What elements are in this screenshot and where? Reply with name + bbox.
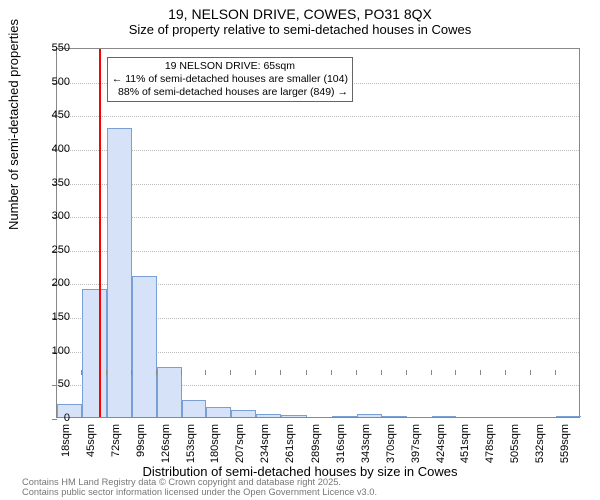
x-tickmark bbox=[356, 370, 357, 375]
x-tick-label: 99sqm bbox=[135, 424, 147, 457]
x-tick-label: 126sqm bbox=[160, 424, 172, 463]
x-tick-label: 72sqm bbox=[110, 424, 122, 457]
histogram-bar bbox=[82, 289, 107, 417]
x-tickmark bbox=[555, 370, 556, 375]
x-tickmark bbox=[81, 370, 82, 375]
x-tick-label: 370sqm bbox=[385, 424, 397, 463]
y-tick-label: 0 bbox=[30, 412, 70, 424]
x-tick-label: 289sqm bbox=[310, 424, 322, 463]
x-tickmark bbox=[530, 370, 531, 375]
gridline-h bbox=[57, 217, 579, 218]
histogram-bar bbox=[182, 400, 207, 417]
y-tick-label: 250 bbox=[30, 244, 70, 256]
gridline-h bbox=[57, 116, 579, 117]
x-tickmark bbox=[106, 370, 107, 375]
attribution-line2: Contains public sector information licen… bbox=[22, 487, 377, 498]
y-tick-label: 300 bbox=[30, 210, 70, 222]
x-tick-label: 532sqm bbox=[534, 424, 546, 463]
x-tick-label: 424sqm bbox=[435, 424, 447, 463]
x-tick-label: 180sqm bbox=[209, 424, 221, 463]
x-tick-label: 343sqm bbox=[360, 424, 372, 463]
x-tickmark bbox=[406, 370, 407, 375]
histogram-bar bbox=[206, 407, 231, 417]
x-tick-label: 397sqm bbox=[410, 424, 422, 463]
x-tick-label: 316sqm bbox=[335, 424, 347, 463]
x-tickmark bbox=[255, 370, 256, 375]
plot-area: 19 NELSON DRIVE: 65sqm← 11% of semi-deta… bbox=[56, 48, 580, 418]
y-tick-label: 200 bbox=[30, 277, 70, 289]
chart-title-line2: Size of property relative to semi-detach… bbox=[0, 22, 600, 37]
y-tick-label: 400 bbox=[30, 143, 70, 155]
histogram-bar bbox=[357, 414, 382, 417]
x-tickmark bbox=[156, 370, 157, 375]
annotation-line2: ← 11% of semi-detached houses are smalle… bbox=[112, 73, 348, 86]
histogram-bar bbox=[107, 128, 132, 417]
attribution-line1: Contains HM Land Registry data © Crown c… bbox=[22, 477, 377, 488]
x-tickmark bbox=[505, 370, 506, 375]
x-tick-label: 451sqm bbox=[459, 424, 471, 463]
y-tick-label: 350 bbox=[30, 177, 70, 189]
histogram-bar bbox=[256, 414, 281, 417]
y-axis-label: Number of semi-detached properties bbox=[6, 19, 21, 230]
reference-line bbox=[99, 49, 101, 417]
y-tick-label: 550 bbox=[30, 42, 70, 54]
y-tick-label: 100 bbox=[30, 345, 70, 357]
gridline-h bbox=[57, 150, 579, 151]
x-tickmark bbox=[280, 370, 281, 375]
y-tick-label: 150 bbox=[30, 311, 70, 323]
x-tickmark bbox=[230, 370, 231, 375]
x-tickmark bbox=[181, 370, 182, 375]
x-tickmark bbox=[331, 370, 332, 375]
chart-area: 19 NELSON DRIVE: 65sqm← 11% of semi-deta… bbox=[56, 48, 580, 418]
histogram-bar bbox=[382, 416, 407, 417]
histogram-bar bbox=[157, 367, 182, 417]
annotation-line1: 19 NELSON DRIVE: 65sqm bbox=[112, 60, 348, 73]
x-tickmark bbox=[131, 370, 132, 375]
x-tickmark bbox=[306, 370, 307, 375]
chart-title-line1: 19, NELSON DRIVE, COWES, PO31 8QX bbox=[0, 6, 600, 22]
x-tick-label: 478sqm bbox=[484, 424, 496, 463]
x-tick-label: 153sqm bbox=[185, 424, 197, 463]
attribution-block: Contains HM Land Registry data © Crown c… bbox=[22, 477, 377, 498]
gridline-h bbox=[57, 184, 579, 185]
x-tick-label: 505sqm bbox=[509, 424, 521, 463]
x-tickmark bbox=[205, 370, 206, 375]
x-tick-label: 234sqm bbox=[259, 424, 271, 463]
y-tick-label: 450 bbox=[30, 109, 70, 121]
annotation-line3: 88% of semi-detached houses are larger (… bbox=[112, 86, 348, 99]
y-tick-label: 50 bbox=[30, 378, 70, 390]
histogram-bar bbox=[556, 416, 581, 417]
x-tick-label: 261sqm bbox=[284, 424, 296, 463]
histogram-bar bbox=[432, 416, 457, 417]
x-tickmark bbox=[455, 370, 456, 375]
chart-title-block: 19, NELSON DRIVE, COWES, PO31 8QX Size o… bbox=[0, 0, 600, 37]
gridline-h bbox=[57, 251, 579, 252]
histogram-bar bbox=[132, 276, 157, 417]
x-tickmark bbox=[480, 370, 481, 375]
x-tickmark bbox=[381, 370, 382, 375]
x-tickmark bbox=[56, 370, 57, 375]
annotation-box: 19 NELSON DRIVE: 65sqm← 11% of semi-deta… bbox=[107, 57, 353, 102]
x-tick-label: 207sqm bbox=[234, 424, 246, 463]
histogram-bar bbox=[332, 416, 357, 417]
x-tick-label: 45sqm bbox=[85, 424, 97, 457]
histogram-bar bbox=[281, 415, 307, 417]
histogram-bar bbox=[231, 410, 256, 417]
x-tickmark bbox=[431, 370, 432, 375]
x-tick-label: 559sqm bbox=[559, 424, 571, 463]
x-tick-label: 18sqm bbox=[60, 424, 72, 457]
y-tick-label: 500 bbox=[30, 76, 70, 88]
